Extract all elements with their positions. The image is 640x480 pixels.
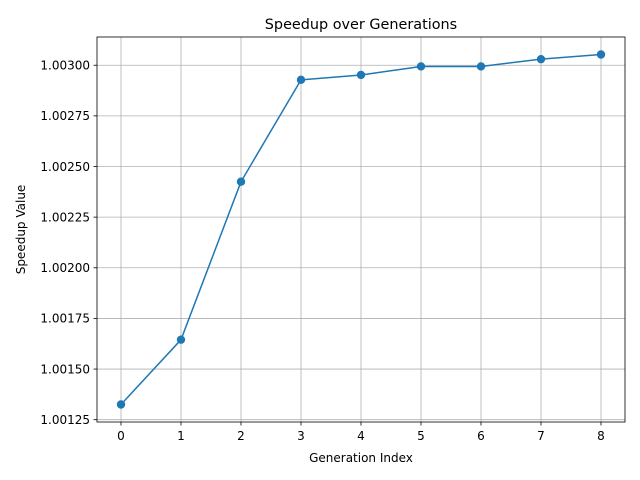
y-tick-label: 1.00225 bbox=[40, 210, 90, 224]
x-tick-label: 2 bbox=[237, 429, 245, 443]
x-tick-label: 4 bbox=[357, 429, 365, 443]
data-point bbox=[176, 335, 186, 344]
y-tick-label: 1.00250 bbox=[40, 160, 90, 174]
y-tick-label: 1.00175 bbox=[40, 312, 90, 326]
y-tick-label: 1.00200 bbox=[40, 261, 90, 275]
x-tick-label: 0 bbox=[117, 429, 125, 443]
grid bbox=[97, 37, 625, 422]
data-point bbox=[416, 62, 426, 71]
axis-ticks: 0 1 2 3 4 5 6 7 8 1.00125 1.00150 1.00175 1.00200 1.0… bbox=[40, 59, 604, 443]
data-point bbox=[476, 62, 486, 71]
x-tick-label: 7 bbox=[537, 429, 545, 443]
x-tick-label: 6 bbox=[477, 429, 485, 443]
data-point bbox=[236, 177, 246, 186]
x-tick-label: 3 bbox=[297, 429, 305, 443]
data-series bbox=[116, 50, 606, 409]
x-tick-label: 8 bbox=[597, 429, 605, 443]
data-point bbox=[356, 70, 366, 80]
y-tick-label: 1.00125 bbox=[40, 413, 90, 427]
y-tick-label: 1.00150 bbox=[40, 362, 90, 376]
chart-title: Speedup over Generations bbox=[265, 17, 457, 33]
y-axis-label: Speedup Value bbox=[14, 185, 28, 275]
y-tick-label: 1.00300 bbox=[40, 59, 90, 73]
x-axis-label: Generation Index bbox=[309, 451, 413, 465]
data-point bbox=[596, 50, 606, 59]
data-point bbox=[536, 54, 546, 64]
data-point bbox=[116, 400, 126, 409]
plot-frame bbox=[96, 36, 626, 423]
x-tick-label: 5 bbox=[417, 429, 425, 443]
y-tick-label: 1.00275 bbox=[40, 109, 90, 123]
data-point bbox=[296, 75, 306, 85]
x-tick-label: 1 bbox=[177, 429, 185, 443]
